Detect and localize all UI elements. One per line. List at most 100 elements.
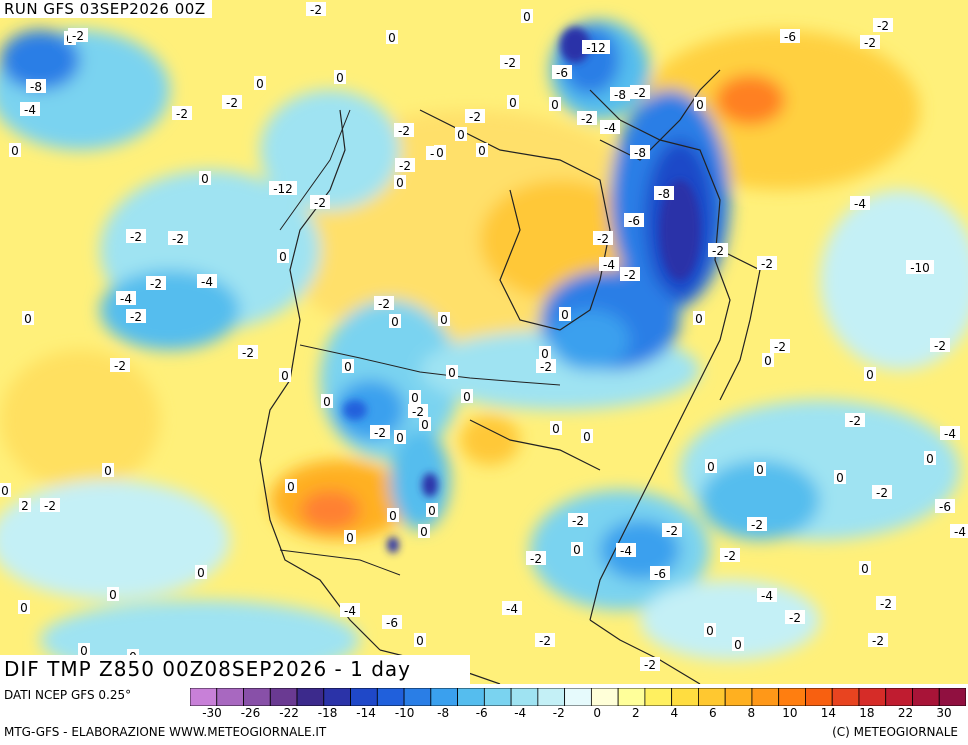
contour-label: 0 <box>455 127 467 142</box>
contour-label: 0 <box>394 430 406 445</box>
contour-label: -4 <box>197 274 217 289</box>
colorbar-swatch <box>430 687 458 707</box>
contour-label: -2 <box>757 256 777 271</box>
colorbar-swatch <box>269 687 298 707</box>
contour-label: -6 <box>780 29 800 44</box>
contour-label: -8 <box>26 79 46 94</box>
contour-label: 0 <box>321 394 333 409</box>
contour-label: 0 <box>285 479 297 494</box>
map-label-layer: -20-8-4-2-12-600-8-2-2-20-8-6-40-2-8-4-2… <box>0 2 968 672</box>
contour-label: -2 <box>930 338 950 353</box>
contour-label: -2 <box>662 523 682 538</box>
contour-label: -2 <box>872 485 892 500</box>
svg-text:-4: -4 <box>603 258 615 272</box>
svg-text:-2: -2 <box>761 257 773 271</box>
contour-label: -4 <box>950 524 968 539</box>
main-title: DIF TMP Z850 00Z08SEP2026 - 1 day <box>0 655 470 684</box>
svg-text:0: 0 <box>706 624 714 638</box>
contour-label: 0 <box>507 95 519 110</box>
contour-label: 0 <box>386 30 398 45</box>
contour-label: -2 <box>868 633 888 648</box>
contour-label: -2 <box>620 267 640 282</box>
svg-text:-2: -2 <box>130 230 142 244</box>
colorbar-swatch <box>376 687 405 707</box>
contour-label: 0 <box>559 307 571 322</box>
svg-text:0: 0 <box>561 308 569 322</box>
svg-text:-2: -2 <box>849 414 861 428</box>
contour-label: -10 <box>906 260 934 275</box>
contour-label: -2 <box>876 596 896 611</box>
contour-label: 0 <box>762 353 774 368</box>
contour-label: 0 <box>754 462 766 477</box>
contour-label: -4 <box>600 120 620 135</box>
colorbar-swatch <box>671 687 699 707</box>
svg-text:-6: -6 <box>386 616 398 630</box>
svg-text:0: 0 <box>541 347 549 361</box>
colorbar-swatch <box>537 687 566 707</box>
contour-label: -2 <box>370 425 390 440</box>
svg-text:0: 0 <box>428 504 436 518</box>
contour-label: -2 <box>526 551 546 566</box>
svg-text:-2: -2 <box>666 524 678 538</box>
colorbar-tick-label: -4 <box>514 706 527 720</box>
svg-text:-8: -8 <box>30 80 42 94</box>
contour-label: -4 <box>340 603 360 618</box>
contour-label: -2 <box>500 55 520 70</box>
svg-text:0: 0 <box>20 601 28 615</box>
colorbar-tick-label: -30 <box>202 706 222 720</box>
contour-label: 0 <box>434 145 446 160</box>
colorbar-tick-label: -10 <box>394 706 415 720</box>
footer-copyright: (C) METEOGIORNALE <box>832 725 958 739</box>
colorbar-tick-label: 14 <box>820 706 837 720</box>
contour-label: -6 <box>935 499 955 514</box>
svg-text:-2: -2 <box>880 597 892 611</box>
svg-text:0: 0 <box>463 390 471 404</box>
svg-text:0: 0 <box>436 146 444 160</box>
svg-text:0: 0 <box>201 172 209 186</box>
contour-label: 0 <box>426 503 438 518</box>
colorbar-swatch <box>510 687 539 707</box>
contour-label: -2 <box>394 123 414 138</box>
svg-text:0: 0 <box>707 460 715 474</box>
svg-text:2: 2 <box>21 499 29 513</box>
svg-text:-4: -4 <box>944 427 956 441</box>
colorbar-swatch <box>590 687 619 707</box>
colorbar-swatch <box>938 687 967 707</box>
colorbar-swatch <box>805 687 833 707</box>
contour-label: -12 <box>269 181 297 196</box>
colorbar-tick-label: -22 <box>279 706 299 720</box>
svg-text:0: 0 <box>695 312 703 326</box>
contour-label: 0 <box>0 483 11 498</box>
contour-label: -6 <box>624 213 644 228</box>
contour-label: -12 <box>582 40 610 55</box>
svg-text:-2: -2 <box>226 96 238 110</box>
border-outline <box>279 109 561 576</box>
svg-text:-2: -2 <box>864 36 876 50</box>
svg-text:-12: -12 <box>273 182 293 196</box>
contour-label: -2 <box>126 309 146 324</box>
contour-label: 0 <box>199 171 211 186</box>
svg-text:0: 0 <box>440 313 448 327</box>
svg-text:-8: -8 <box>658 187 670 201</box>
svg-text:-2: -2 <box>314 196 326 210</box>
svg-text:0: 0 <box>389 509 397 523</box>
svg-text:-2: -2 <box>712 244 724 258</box>
svg-text:0: 0 <box>104 464 112 478</box>
contour-label: -2 <box>168 231 188 246</box>
contour-label: -8 <box>630 145 650 160</box>
svg-text:0: 0 <box>396 176 404 190</box>
svg-text:0: 0 <box>344 360 352 374</box>
colorbar-swatch <box>216 687 244 707</box>
contour-label: 0 <box>389 314 401 329</box>
contour-label: -6 <box>382 615 402 630</box>
svg-text:-10: -10 <box>910 261 930 275</box>
svg-text:-2: -2 <box>44 499 56 513</box>
contour-label: -4 <box>20 102 40 117</box>
colorbar-tick-label: -18 <box>317 706 338 720</box>
svg-text:0: 0 <box>420 525 428 539</box>
contour-label: 0 <box>864 367 876 382</box>
colorbar-tick-label: 30 <box>936 706 952 720</box>
svg-text:-2: -2 <box>176 107 188 121</box>
contour-label: 0 <box>102 463 114 478</box>
svg-text:0: 0 <box>764 354 772 368</box>
